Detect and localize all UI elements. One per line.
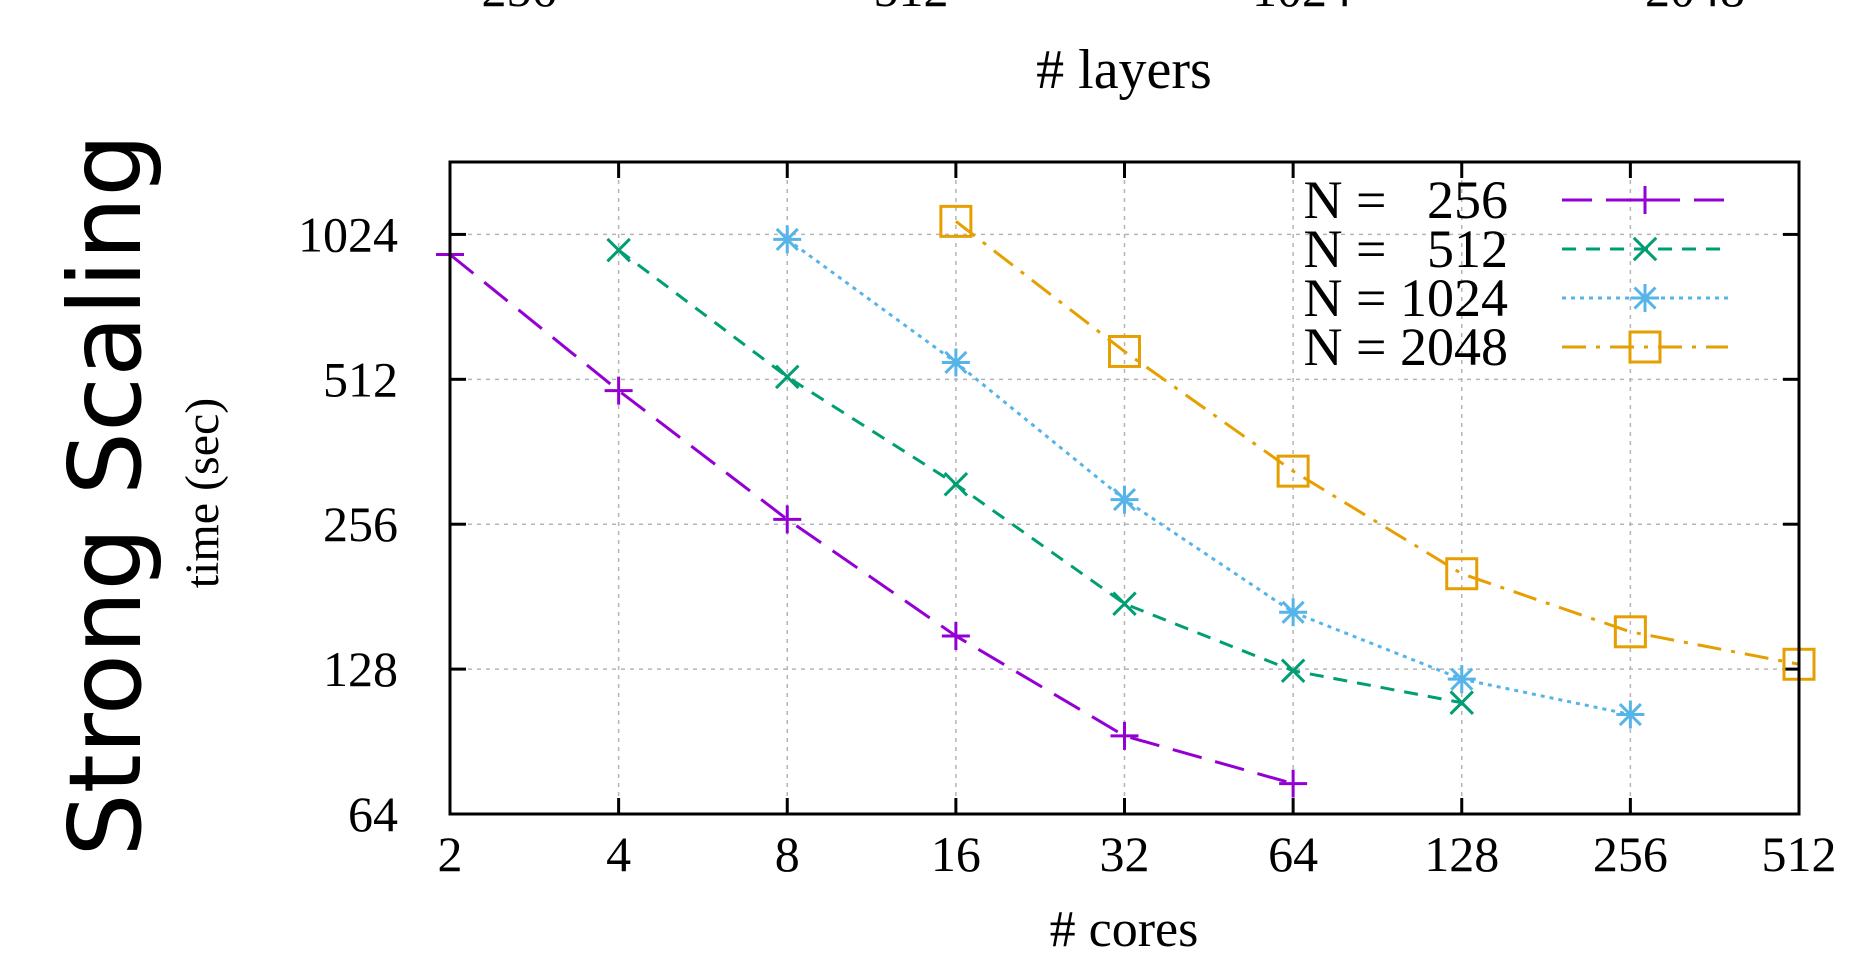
legend-label: N = 256 [1304,170,1508,230]
data-point [1110,485,1139,514]
series-line-0 [449,253,1294,786]
data-point [939,204,973,238]
y-tick-label: 1024 [298,206,398,262]
legend-marker [1631,284,1659,312]
data-point [774,364,800,390]
series-1 [606,237,1475,715]
x-tick-label: 256 [1593,826,1668,882]
grid [450,162,1799,814]
legend-marker [1628,330,1662,364]
data-point [1280,658,1306,684]
top-tick-label: 2048 [1645,0,1745,17]
x-tick-label: 8 [775,826,800,882]
axis-ticks: 2 4 8 16 32 64 128 256 512 64 128 256 512 1024 [298,162,1837,882]
x-tick-label: 512 [1762,826,1837,882]
data-point [1108,334,1141,368]
data-point [1616,700,1645,729]
y-tick-label: 64 [348,786,398,842]
legend-label: N = 2048 [1304,317,1508,377]
data-point [1110,721,1139,750]
x-axis-label: # cores [1050,901,1199,954]
data-point [1447,665,1476,694]
data-point [1279,769,1308,798]
data-point [941,621,970,650]
legend-label: N = 1024 [1304,268,1508,328]
legend-marker [1631,186,1659,214]
top-layers-axis: 256 512 1024 2048 [482,0,1746,17]
series-line-3 [954,220,1800,666]
y-tick-label: 512 [323,351,398,407]
legend-label: N = 512 [1304,219,1508,279]
top-tick-label: 256 [482,0,557,17]
x-tick-label: 128 [1424,826,1499,882]
data-point [773,225,802,254]
top-tick-label: 1024 [1252,0,1352,17]
series-2 [773,225,1645,729]
series-0 [436,240,1308,798]
x-tick-label: 4 [606,826,631,882]
series-line-2 [786,238,1631,716]
series-line-1 [617,248,1463,705]
data-point [773,505,802,534]
y-tick-label: 256 [323,496,398,552]
x-tick-label: 2 [438,826,463,882]
data-point [941,348,970,377]
y-tick-label: 128 [323,641,398,697]
data-point [1445,557,1479,591]
side-title: Strong Scaling [47,133,164,857]
data-point [1112,591,1137,616]
y-axis-label: time (sec) [176,398,229,589]
data-point [1276,454,1310,488]
plot-frame [448,160,1801,816]
top-axis-label: # layers [1036,39,1212,101]
data-point [604,376,633,405]
series-layer [436,204,1816,798]
data-point [1449,690,1475,715]
x-tick-label: 64 [1268,826,1318,882]
data-point [606,237,631,263]
data-point [1613,615,1647,649]
data-point [943,471,969,497]
data-point [1279,598,1308,627]
x-tick-label: 16 [931,826,981,882]
top-tick-label: 512 [874,0,949,17]
x-tick-label: 32 [1100,826,1150,882]
legend-marker [1632,236,1658,262]
